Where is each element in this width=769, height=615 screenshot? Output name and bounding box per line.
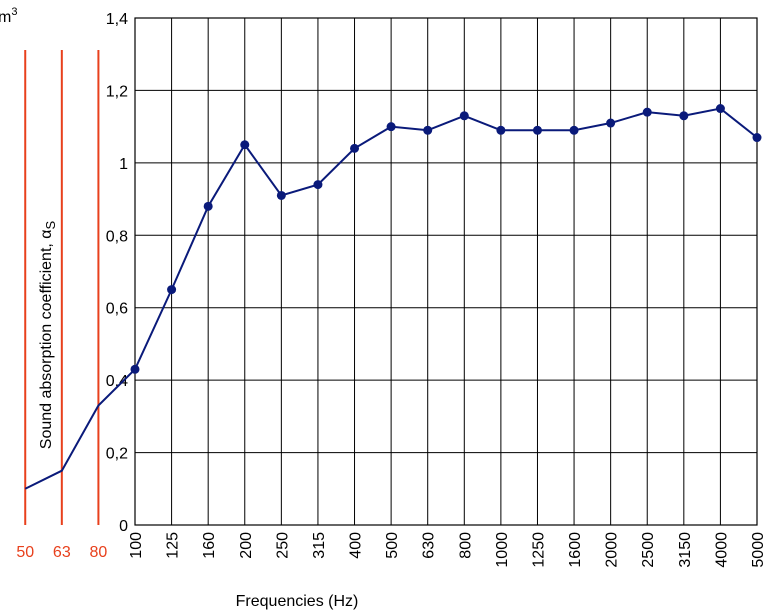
y-tick-label: 0,2: [106, 446, 128, 463]
x-tick-label: 4000: [713, 532, 730, 568]
plot-border: [134, 17, 758, 526]
x-tick-label: 400: [348, 532, 365, 559]
ext-tick-label: 80: [90, 544, 108, 561]
x-tick-label: 1000: [494, 532, 511, 568]
data-point: [423, 125, 433, 135]
y-axis-label: Sound absorption coefficient, αS: [38, 220, 58, 449]
x-tick-label: 315: [311, 532, 328, 559]
y-tick-label: 0: [119, 518, 128, 535]
x-tick-label: 200: [238, 532, 255, 559]
y-tick-label: 0,8: [106, 228, 128, 245]
y-tick-label: 0,4: [106, 373, 128, 390]
x-tick-label: 2500: [640, 532, 657, 568]
data-point: [130, 364, 140, 374]
data-point: [313, 180, 323, 190]
data-point: [203, 201, 213, 211]
data-point: [715, 104, 725, 114]
data-point: [532, 125, 542, 135]
data-point: [679, 111, 689, 121]
data-point: [167, 285, 177, 295]
y-label-text: Sound absorption coefficient, α: [38, 229, 55, 449]
x-tick-label: 1250: [530, 532, 547, 568]
data-point: [752, 133, 762, 143]
data-point: [642, 107, 652, 117]
corner-label: m3: [0, 6, 17, 26]
x-tick-label: 250: [274, 532, 291, 559]
data-point: [386, 122, 396, 132]
data-point: [569, 125, 579, 135]
data-point: [459, 111, 469, 121]
x-tick-label: 3150: [677, 532, 694, 568]
y-tick-label: 1,2: [106, 83, 128, 100]
data-point: [350, 143, 360, 153]
x-tick-label: 2000: [604, 532, 621, 568]
x-tick-label: 800: [457, 532, 474, 559]
y-tick-label: 0,6: [106, 301, 128, 318]
x-tick-label: 100: [128, 532, 145, 559]
data-point: [240, 140, 250, 150]
y-tick-label: 1: [119, 156, 128, 173]
data-point: [606, 118, 616, 128]
data-point: [496, 125, 506, 135]
y-label-subscript: S: [43, 220, 58, 229]
x-tick-label: 500: [384, 532, 401, 559]
x-axis-label: Frequencies (Hz): [236, 593, 359, 610]
x-tick-label: 125: [165, 532, 182, 559]
corner-superscript: 3: [11, 6, 17, 18]
data-point: [276, 190, 286, 200]
corner-text: m: [0, 9, 11, 26]
x-tick-label: 630: [421, 532, 438, 559]
ext-tick-label: 50: [16, 544, 34, 561]
ext-tick-label: 63: [53, 544, 71, 561]
x-tick-label: 160: [201, 532, 218, 559]
x-tick-label: 5000: [750, 532, 767, 568]
x-tick-label: 1600: [567, 532, 584, 568]
y-tick-label: 1,4: [106, 11, 128, 28]
